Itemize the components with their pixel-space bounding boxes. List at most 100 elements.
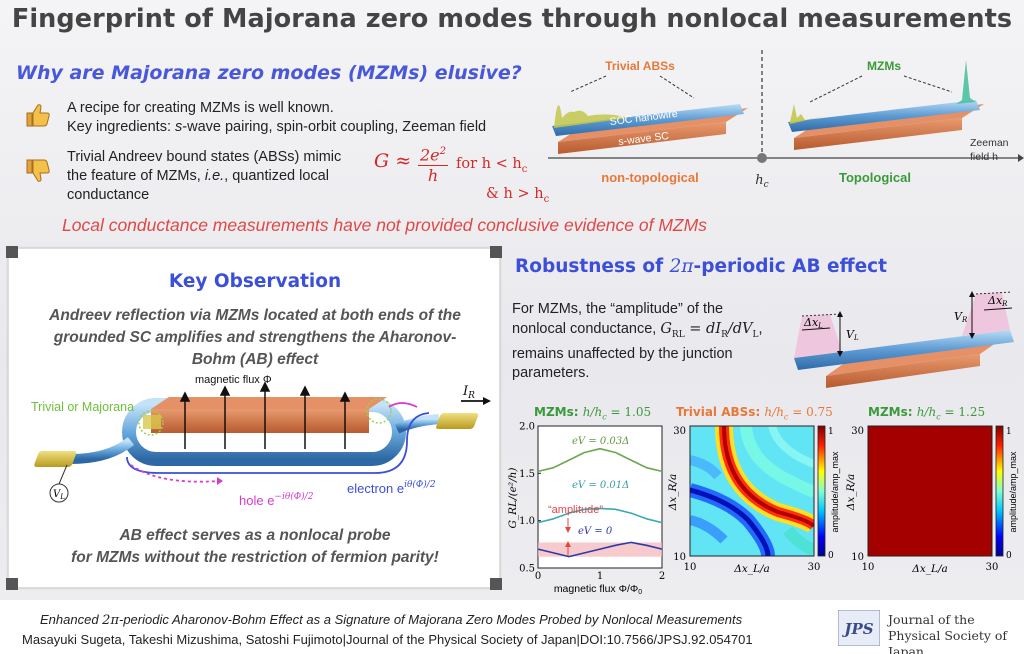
panel3-ylabel: Δx_R/a xyxy=(846,474,857,511)
panel3-cbar-label: amplitude/amp_max xyxy=(1008,451,1018,533)
key-observation-text: Andreev reflection via MZMs located at b… xyxy=(9,305,501,371)
hole-label: hole e−iθ(Φ)/2 xyxy=(239,491,314,508)
electron-label: electron eiθ(Φ)/2 xyxy=(347,479,436,496)
right-contact xyxy=(436,413,479,429)
key-bottom1: AB effect serves as a nonlocal probe xyxy=(119,527,391,544)
mzm-end-right xyxy=(366,398,392,424)
formula-for-sub: c xyxy=(521,163,528,175)
dxr-text: Δx xyxy=(987,294,1003,307)
panel3-title-pre: MZMs: xyxy=(868,405,917,419)
dxl-label: ΔxL xyxy=(803,316,823,330)
hole-path xyxy=(130,464,220,483)
hc-sub: c xyxy=(764,180,769,190)
vl-barrier-sub: L xyxy=(853,334,859,342)
vr-barrier-label: VR xyxy=(954,310,968,324)
panel1-ytick: 1.5 xyxy=(519,469,535,480)
robustness-line3: remains unaffected by the junction xyxy=(512,345,733,362)
panel1-ytick: 1.0 xyxy=(519,516,535,527)
bullet-abs-line2: the feature of MZMs, i.e., quantized loc… xyxy=(67,167,341,186)
trivial-abs-peak xyxy=(554,105,628,128)
paper-title-math: 2π xyxy=(102,613,119,628)
series-line-2 xyxy=(537,541,663,558)
electron-path xyxy=(126,412,430,474)
flux-label: magnetic flux Φ xyxy=(195,374,272,386)
panel3-ytick-10: 10 xyxy=(851,552,864,563)
formula-fraction: 2e2 h xyxy=(418,142,448,186)
panel3-xtick-30: 30 xyxy=(986,562,999,573)
panel1-xlabel-text: magnetic flux Φ/Φ xyxy=(554,583,638,595)
mzm-end-left xyxy=(138,410,164,436)
ir-sub: R xyxy=(467,391,475,401)
panel2-cbar-min: 0 xyxy=(828,551,834,561)
bullet-recipe-em: s xyxy=(175,119,183,135)
robustness-line2: nonlocal conductance, GRL = dIR/dVL, xyxy=(512,320,802,345)
panel3-xlabel: Δx_L/a xyxy=(911,563,948,575)
paper-title: Enhanced 2π-periodic Aharonov-Bohm Effec… xyxy=(40,612,742,628)
formula-g-lhs: G ≈ xyxy=(374,150,412,172)
junction-schematic: ΔxL ΔxR VL VR xyxy=(794,291,1014,388)
trivial-or-majorana-label: Trivial or Majorana xyxy=(31,400,134,414)
hc-h: h xyxy=(755,173,763,188)
sc-slab-left xyxy=(558,122,726,154)
panel1-xlabel-sub: 0 xyxy=(638,589,642,596)
panel1-title-sub: c xyxy=(602,412,607,422)
panel2-ytick-30: 30 xyxy=(673,426,686,437)
hole-path-right xyxy=(388,402,418,408)
panel3-cbar-max: 1 xyxy=(1006,427,1012,437)
jps-logo-icon: JPS xyxy=(838,610,880,646)
robustness-text: For MZMs, the “amplitude” of the nonloca… xyxy=(512,300,802,384)
trivial-abs-label: Trivial ABSs xyxy=(605,59,675,73)
paper-authors: Masayuki Sugeta, Takeshi Mizushima, Sato… xyxy=(22,632,753,647)
panel2-heatmap: 1 0 amplitude/amp_max 30 10 Δx_R/a 10 30… xyxy=(668,425,840,575)
dxl-sub: L xyxy=(817,322,823,330)
rob-eq: = dI xyxy=(684,320,722,337)
rob-sub2: R xyxy=(721,329,728,340)
ir-i: I xyxy=(462,384,469,399)
panel3-title-val: = 1.25 xyxy=(940,405,986,419)
series-line-1 xyxy=(537,507,663,524)
panel2-title-val: = 0.75 xyxy=(788,405,833,419)
mzm-right-peak xyxy=(956,60,976,104)
panel3-heatmap: 1 0 amplitude/amp_max 30 10 Δx_R/a 10 30… xyxy=(846,425,1018,575)
panel2-cbar-label: amplitude/amp_max xyxy=(830,451,840,533)
bullet-abs-em: i.e. xyxy=(204,168,225,184)
sc-slab-right xyxy=(794,118,962,150)
panel1-title-pre: MZMs: xyxy=(534,405,583,419)
mzms-label: MZMs xyxy=(867,59,901,73)
nanowire-left xyxy=(552,104,744,136)
key-observation-panel: Key Observation Andreev reflection via M… xyxy=(6,246,502,590)
paper-title-pre: Enhanced xyxy=(40,612,103,627)
left-contact xyxy=(34,451,77,467)
panel1-title-math: h/h xyxy=(582,405,603,419)
why-heading: Why are Majorana zero modes (MZMs) elusi… xyxy=(16,62,522,84)
panel3-title-math: h/h xyxy=(916,405,937,419)
thumbs-up-icon xyxy=(26,104,50,127)
panel2-colorbar xyxy=(817,425,826,557)
panel2-title-math: h/h xyxy=(764,405,784,419)
mzm-left-peak xyxy=(790,104,825,124)
journal-name: Journal of the Physical Society of Japan xyxy=(888,612,1024,654)
corner-tl xyxy=(6,246,18,258)
panel1-xlabel: magnetic flux Φ/Φ0 xyxy=(554,583,642,596)
right-lead xyxy=(394,414,440,434)
hole-sup: −iθ(Φ)/2 xyxy=(274,491,313,502)
vl-sub: L xyxy=(59,493,65,501)
vl-label: VL xyxy=(53,489,65,501)
paper-title-post: -periodic Aharonov-Bohm Effect as a Sign… xyxy=(119,612,743,627)
dxr-label: ΔxR xyxy=(987,294,1008,308)
formula-for-text: for h < h xyxy=(456,156,522,172)
key-line3: Bohm (AB) effect xyxy=(191,351,319,368)
electron-sup: iθ(Φ)/2 xyxy=(404,479,436,490)
panel2-ytick-10: 10 xyxy=(673,552,686,563)
formula-sup: 2 xyxy=(439,146,447,157)
left-lead xyxy=(70,437,135,464)
robustness-title: Robustness of 2π-periodic AB effect xyxy=(515,256,887,277)
bullet-abs-line1: Trivial Andreev bound states (ABSs) mimi… xyxy=(67,149,342,165)
dxl-text: Δx xyxy=(803,316,819,329)
corner-tr xyxy=(490,246,502,258)
panel1-title-val: = 1.05 xyxy=(606,405,652,419)
ab-ring-schematic: VL magnetic flux Φ Trivial or Majorana I… xyxy=(31,374,491,508)
panel3-heatmap-image xyxy=(867,425,993,557)
critical-point-marker xyxy=(757,153,767,163)
